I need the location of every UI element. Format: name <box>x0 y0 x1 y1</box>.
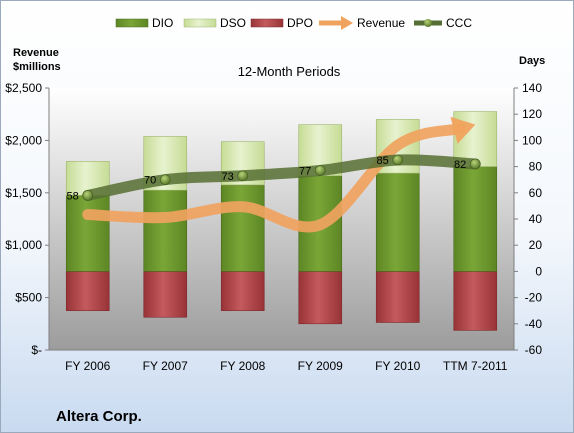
dpo-bar <box>65 271 110 311</box>
ccc-data-label: 85 <box>377 155 389 167</box>
right-tick-label: 100 <box>522 133 542 147</box>
x-tick-label: FY 2008 <box>220 359 265 373</box>
legend: DIO DSO DPO Revenue CCC <box>115 16 472 30</box>
ccc-data-label: 73 <box>222 171 234 183</box>
legend-swatch-dso <box>183 18 217 28</box>
right-tick-label: 20 <box>529 238 543 252</box>
left-tick-label: $1,500 <box>5 186 42 200</box>
dpo-bar <box>220 271 265 311</box>
left-axis-title-line2: $millions <box>13 61 61 73</box>
ccc-data-label: 82 <box>454 159 466 171</box>
dio-bar <box>375 172 420 272</box>
dpo-bar <box>298 271 343 325</box>
ccc-data-label: 77 <box>299 166 311 178</box>
dio-bar <box>143 189 188 272</box>
ccc-data-label: 70 <box>144 175 156 187</box>
legend-label-dso: DSO <box>220 16 246 30</box>
right-axis-title: Days <box>519 55 545 67</box>
x-tick-label: FY 2009 <box>298 359 343 373</box>
revenue-line <box>82 123 466 233</box>
left-axis-title-line1: Revenue <box>13 47 59 59</box>
dio-bar <box>220 184 265 272</box>
dpo-bar <box>453 271 498 331</box>
dio-bar <box>65 195 110 272</box>
right-tick-label: 80 <box>529 160 543 174</box>
ccc-point <box>159 174 171 185</box>
legend-swatch-revenue <box>319 16 353 30</box>
legend-swatch-ccc <box>414 19 442 27</box>
x-tick-label: FY 2006 <box>65 359 110 373</box>
left-tick-label: $500 <box>15 291 42 305</box>
left-tick-label: $1,000 <box>5 238 42 252</box>
right-tick-label: -60 <box>525 343 543 357</box>
ccc-data-label: 58 <box>67 190 79 202</box>
x-tick-label: FY 2007 <box>143 359 188 373</box>
x-tick-label: TTM 7-2011 <box>443 359 508 373</box>
legend-swatch-dpo <box>250 18 284 28</box>
ccc-line <box>82 154 481 201</box>
right-tick-label: 0 <box>535 264 542 278</box>
dio-bar <box>453 166 498 272</box>
company-name: Altera Corp. <box>56 408 142 425</box>
ccc-point <box>469 158 481 170</box>
ccc-point <box>82 190 94 201</box>
right-tick-label: -40 <box>525 317 543 331</box>
ccc-point <box>237 170 249 182</box>
left-tick-label: $2,500 <box>5 81 42 95</box>
left-tick-label: $- <box>31 343 42 357</box>
right-tick-label: 60 <box>529 186 543 200</box>
legend-label-revenue: Revenue <box>357 16 405 30</box>
dpo-bar <box>375 271 420 323</box>
left-tick-label: $2,000 <box>5 133 42 147</box>
dpo-bar <box>143 271 188 318</box>
right-tick-label: 40 <box>529 212 543 226</box>
ccc-point <box>392 154 404 166</box>
right-tick-label: -20 <box>525 291 543 305</box>
right-tick-label: 120 <box>522 107 542 121</box>
legend-label-dio: DIO <box>152 16 173 30</box>
legend-swatch-dio <box>115 18 149 28</box>
legend-label-ccc: CCC <box>446 16 472 30</box>
right-tick-label: 140 <box>522 81 542 95</box>
chart-title: 12-Month Periods <box>238 64 341 79</box>
x-tick-label: FY 2010 <box>375 359 420 373</box>
legend-label-dpo: DPO <box>287 16 313 30</box>
ccc-point <box>314 165 326 176</box>
revenue-arrowhead <box>450 116 476 144</box>
